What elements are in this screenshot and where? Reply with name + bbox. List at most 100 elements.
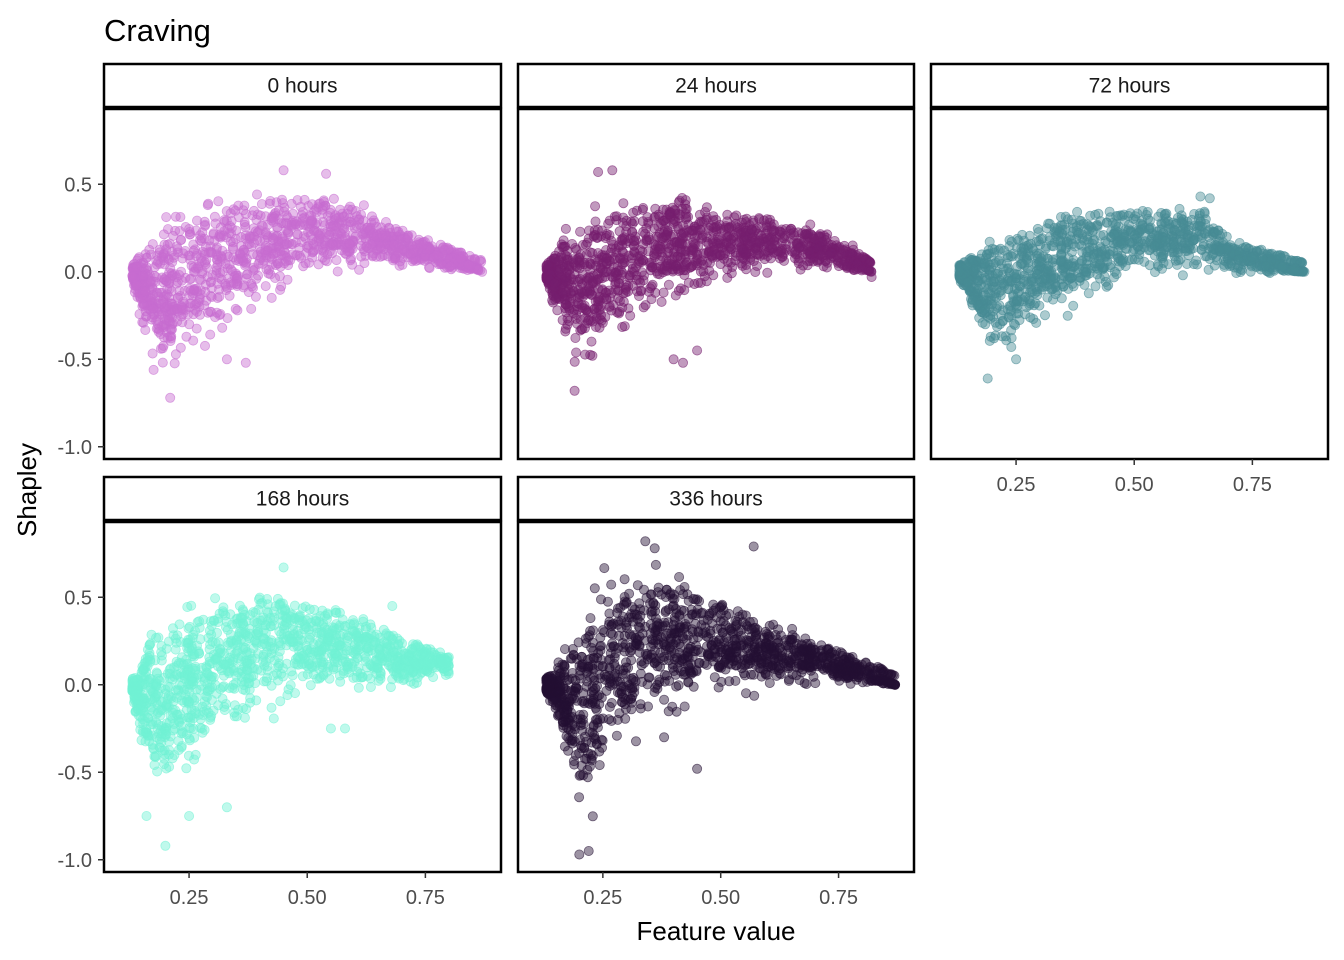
data-point — [606, 266, 617, 277]
data-point — [185, 285, 196, 296]
data-point — [722, 272, 733, 283]
data-point — [260, 281, 271, 292]
data-point — [212, 278, 223, 289]
facet-strip-label: 72 hours — [1089, 75, 1171, 98]
data-point — [701, 276, 712, 287]
data-point — [1189, 234, 1200, 245]
data-point — [1056, 242, 1067, 253]
data-point — [1006, 341, 1017, 352]
data-point — [754, 214, 765, 225]
data-point — [815, 249, 826, 260]
data-point — [802, 260, 813, 271]
data-point — [591, 260, 602, 271]
data-point — [769, 225, 780, 236]
data-point — [189, 299, 200, 310]
data-point — [1163, 223, 1174, 234]
data-point — [1221, 231, 1232, 242]
data-point — [169, 358, 180, 369]
scatter-points — [127, 562, 454, 851]
data-point — [147, 303, 158, 314]
data-point — [680, 259, 691, 270]
data-point — [354, 264, 365, 275]
data-point — [1085, 210, 1096, 221]
data-point — [251, 695, 262, 706]
data-point — [722, 231, 733, 242]
data-point — [252, 250, 263, 261]
data-point — [180, 245, 191, 256]
data-point — [643, 218, 654, 229]
data-point — [973, 283, 984, 294]
data-point — [663, 279, 674, 290]
data-point — [668, 354, 679, 365]
data-point — [1180, 246, 1191, 257]
data-point — [752, 260, 763, 271]
data-point — [983, 287, 994, 298]
data-point — [571, 309, 582, 320]
data-point — [559, 294, 570, 305]
data-point — [836, 248, 847, 259]
data-point — [1156, 207, 1167, 218]
data-point — [683, 277, 694, 288]
data-point — [199, 340, 210, 351]
data-point — [744, 220, 755, 231]
data-point — [213, 637, 224, 648]
data-point — [627, 218, 638, 229]
data-point — [127, 270, 138, 281]
data-point — [713, 235, 724, 246]
data-point — [194, 274, 205, 285]
data-point — [358, 200, 369, 211]
data-point — [582, 286, 593, 297]
data-point — [618, 198, 629, 209]
data-point — [636, 285, 647, 296]
data-point — [1032, 268, 1043, 279]
data-point — [195, 634, 206, 645]
data-point — [866, 271, 877, 282]
data-point — [260, 244, 271, 255]
data-point — [232, 272, 243, 283]
data-point — [407, 248, 418, 259]
data-point — [1117, 255, 1128, 266]
x-tick-label: 0.75 — [1233, 474, 1272, 496]
data-point — [211, 262, 222, 273]
data-point — [1105, 249, 1116, 260]
data-point — [1175, 226, 1186, 237]
data-point — [542, 260, 553, 271]
data-point — [779, 255, 790, 266]
x-tick-label: 0.50 — [1115, 474, 1154, 496]
data-point — [1052, 285, 1063, 296]
data-point — [562, 319, 573, 330]
data-point — [328, 193, 339, 204]
facet-strip-label: 0 hours — [267, 75, 337, 98]
data-point — [1032, 223, 1043, 234]
data-point — [647, 279, 658, 290]
facet-strip-label: 24 hours — [675, 75, 757, 98]
data-point — [617, 321, 628, 332]
data-point — [597, 284, 608, 295]
data-point — [675, 283, 686, 294]
data-point — [239, 712, 250, 723]
data-point — [694, 209, 705, 220]
data-point — [711, 221, 722, 232]
data-point — [1029, 288, 1040, 299]
x-tick-label: 0.25 — [997, 474, 1036, 496]
data-point — [854, 248, 865, 259]
data-point — [321, 168, 332, 179]
data-point — [164, 267, 175, 278]
data-point — [569, 356, 580, 367]
data-point — [375, 251, 386, 262]
data-point — [1072, 206, 1083, 217]
data-point — [597, 225, 608, 236]
data-point — [962, 277, 973, 288]
data-point — [251, 189, 262, 200]
data-point — [297, 671, 308, 682]
data-point — [175, 342, 186, 353]
data-point — [332, 229, 343, 240]
data-point — [327, 239, 338, 250]
data-point — [188, 262, 199, 273]
data-point — [626, 258, 637, 269]
data-point — [213, 196, 224, 207]
data-point — [593, 274, 604, 285]
data-point — [1009, 318, 1020, 329]
facet-strip — [102, 62, 503, 109]
data-point — [229, 707, 240, 718]
